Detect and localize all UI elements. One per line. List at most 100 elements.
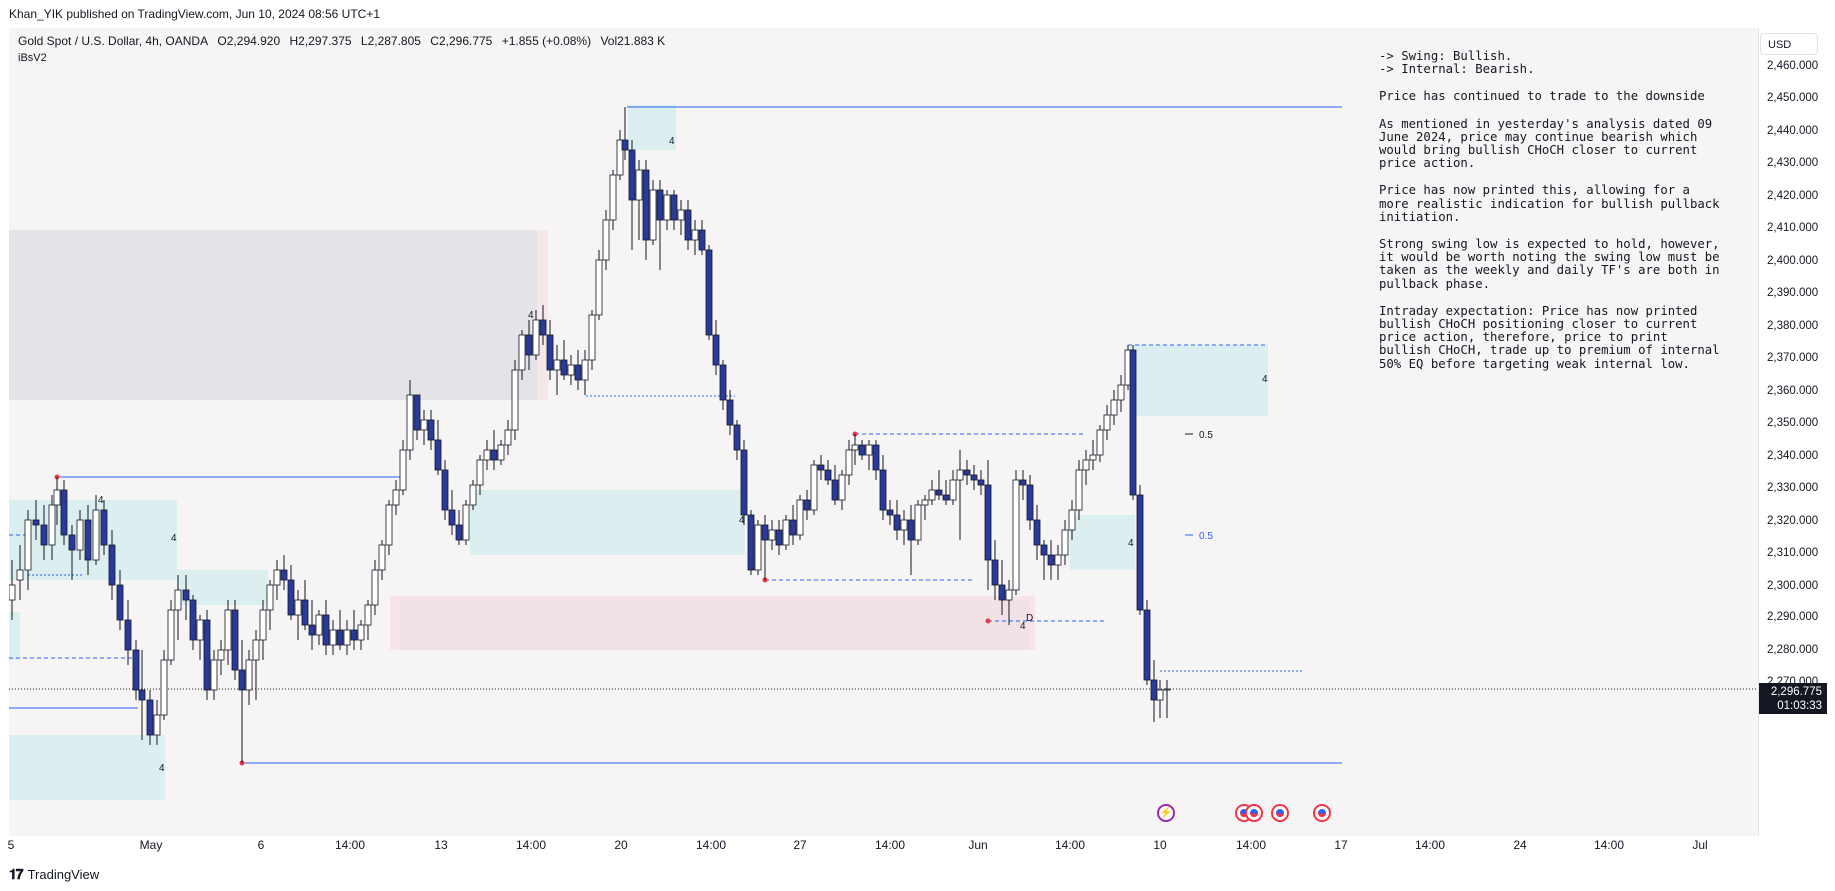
candle-body <box>942 494 950 501</box>
candle-body <box>224 609 232 651</box>
candle-body <box>392 489 400 506</box>
candle-body <box>970 474 978 481</box>
candle-body <box>977 479 985 486</box>
indicator-label[interactable]: iBsV2 <box>18 52 47 64</box>
candle-body <box>670 194 678 221</box>
price-tick-label: 2,290.000 <box>1767 611 1819 623</box>
time-tick-label: 27 <box>793 838 807 852</box>
candle-body <box>469 484 477 506</box>
candle-body <box>553 359 561 371</box>
candle-body <box>921 499 929 506</box>
candle-body <box>385 504 393 546</box>
candle-body <box>60 489 68 536</box>
tradingview-logo-icon[interactable]: 𝟏𝟕 <box>9 866 24 882</box>
candle-body <box>1103 414 1111 431</box>
candle-body <box>635 169 643 201</box>
candle-body <box>754 524 762 571</box>
us-flag-event-icon[interactable] <box>1271 804 1289 822</box>
candle-body <box>174 589 182 611</box>
candle-body <box>928 489 936 501</box>
zone-tag: 4 <box>669 136 675 147</box>
swing-point-marker <box>985 618 991 624</box>
candle-body <box>497 444 505 461</box>
candle-body <box>963 469 971 476</box>
time-tick-label: 10 <box>1153 838 1167 852</box>
candle-body <box>539 319 547 336</box>
candle-body <box>782 519 790 546</box>
candle-body <box>343 629 351 646</box>
symbol-name[interactable]: Gold Spot / U.S. Dollar, 4h, OANDA <box>18 34 209 48</box>
candle-body <box>420 419 428 431</box>
candle-body <box>691 229 699 241</box>
us-flag-event-icon[interactable] <box>1313 804 1331 822</box>
candle-body <box>740 449 748 516</box>
volume-value: Vol21.883 K <box>600 34 666 48</box>
close-value: C2,296.775 <box>430 34 493 48</box>
candle-body <box>266 584 274 611</box>
candle-body <box>949 479 957 501</box>
top-bar: Khan_YIK published on TradingView.com, J… <box>0 0 1835 28</box>
currency-selector[interactable]: USD <box>1760 33 1818 55</box>
candle-body <box>210 659 218 691</box>
candle-body <box>1012 479 1020 591</box>
symbol-legend[interactable]: Gold Spot / U.S. Dollar, 4h, OANDA O2,29… <box>18 34 671 48</box>
candle-body <box>68 534 76 551</box>
candle-body <box>810 464 818 511</box>
candle-body <box>1005 589 1013 601</box>
note-paragraph: Price has continued to trade to the down… <box>1379 89 1705 104</box>
candle-body <box>914 504 922 541</box>
current-price-label: 2,296.775 01:03:33 <box>1759 683 1827 714</box>
candle-body <box>231 609 239 671</box>
order-block-zone-inner <box>400 600 1030 650</box>
price-axis[interactable] <box>1759 28 1835 836</box>
candle-body <box>76 519 84 551</box>
current-price: 2,296.775 <box>1770 686 1822 698</box>
candle-body <box>1156 689 1164 701</box>
candle-body <box>1075 469 1083 511</box>
candle-body <box>483 449 491 461</box>
low-value: L2,287.805 <box>360 34 421 48</box>
chart-pane[interactable]: 0.5 0.5 4 4 4 4 4 4 4 4 4 D <box>9 28 1759 836</box>
price-tick-label: 2,460.000 <box>1767 60 1819 72</box>
candle-body <box>984 484 992 561</box>
candle-body <box>677 209 685 221</box>
candle-body <box>84 519 92 561</box>
candle-body <box>259 609 267 641</box>
candle-body <box>24 519 32 571</box>
candle-body <box>1033 519 1041 546</box>
candle-body <box>406 394 414 451</box>
candle-body <box>196 619 204 641</box>
candle-body <box>817 464 825 471</box>
time-tick-label: 14:00 <box>1054 838 1086 852</box>
candle-body <box>532 319 540 356</box>
candle-body <box>378 544 386 571</box>
price-tick-label: 2,430.000 <box>1767 157 1819 169</box>
candle-body <box>455 524 463 541</box>
candle-body <box>698 229 706 251</box>
candle-body <box>831 479 839 501</box>
us-flag-event-icon[interactable] <box>1245 804 1263 822</box>
eq-lower-label: 0.5 <box>1199 531 1213 542</box>
candle-body <box>476 459 484 486</box>
lightning-event-icon[interactable]: ⚡ <box>1157 804 1175 822</box>
zone-tag: 4 <box>159 763 165 774</box>
candle-body <box>907 519 915 541</box>
price-tick-label: 2,320.000 <box>1767 515 1819 527</box>
candle-body <box>1089 454 1097 461</box>
candle-body <box>595 259 603 316</box>
candle-body <box>462 504 470 541</box>
candle-body <box>663 194 671 221</box>
time-tick-label: 14:00 <box>515 838 547 852</box>
candle-body <box>1129 349 1137 496</box>
candle-body <box>1068 509 1076 531</box>
price-tick-label: 2,340.000 <box>1767 450 1819 462</box>
zone-tag: 4 <box>171 533 177 544</box>
candle-body <box>315 614 323 636</box>
candle-body <box>336 629 344 646</box>
note-paragraph: As mentioned in yesterday's analysis dat… <box>1379 116 1713 171</box>
candle-body <box>803 499 811 511</box>
zone-tag: 4 <box>1128 538 1134 549</box>
brand-name[interactable]: TradingView <box>27 867 100 882</box>
candle-body <box>294 599 302 616</box>
